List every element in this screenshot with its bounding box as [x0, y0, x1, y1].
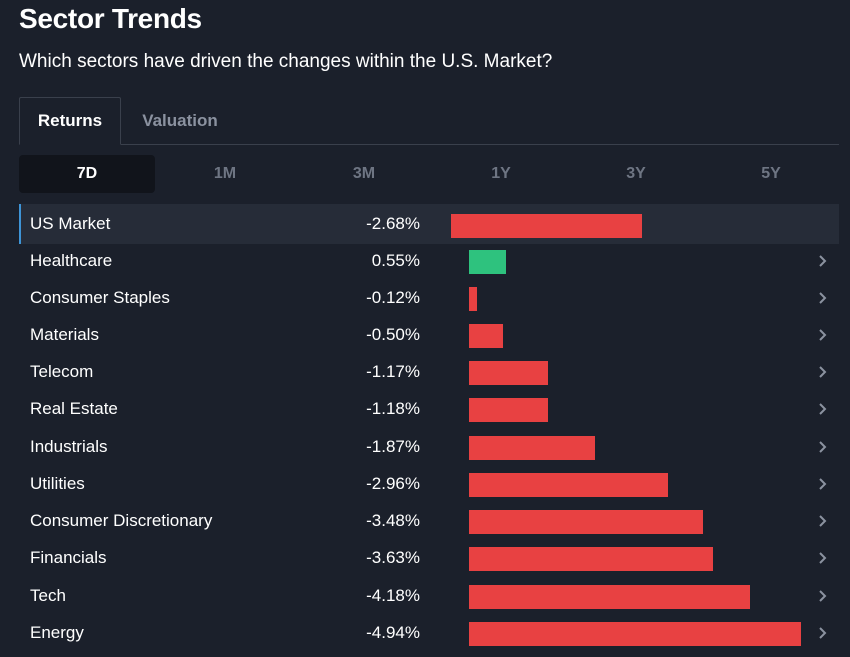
sector-value-label: -2.96%: [366, 474, 420, 493]
sector-row[interactable]: Energy -4.94%: [19, 613, 839, 653]
period-selector: 7D 1M 3M 1Y 3Y 5Y: [19, 155, 839, 193]
page-title: Sector Trends: [19, 3, 202, 34]
market-row[interactable]: US Market -2.68%: [19, 204, 839, 244]
sector-bar: [469, 287, 478, 311]
sector-row[interactable]: Industrials -1.87%: [19, 427, 839, 467]
sector-value-label: -2.68%: [366, 214, 420, 233]
period-3m[interactable]: 3M: [352, 165, 376, 182]
sector-row[interactable]: Consumer Discretionary -3.48%: [19, 501, 839, 541]
chevron-right-icon[interactable]: [817, 550, 829, 566]
sector-label: Materials: [30, 325, 99, 344]
chevron-right-icon[interactable]: [817, 439, 829, 455]
sector-value-label: -0.12%: [366, 288, 420, 307]
sector-row[interactable]: Financials -3.63%: [19, 538, 839, 578]
chevron-right-icon[interactable]: [817, 401, 829, 417]
period-3y[interactable]: 3Y: [626, 165, 646, 182]
sector-bar: [469, 473, 668, 497]
sector-row[interactable]: Utilities -2.96%: [19, 464, 839, 504]
sector-bar: [469, 547, 713, 571]
sector-value-label: -0.50%: [366, 325, 420, 344]
sector-value-label: -3.48%: [366, 511, 420, 530]
sector-value-label: -4.18%: [366, 586, 420, 605]
sector-label: Tech: [30, 586, 66, 605]
sector-label: Energy: [30, 623, 84, 642]
sector-label: Consumer Discretionary: [30, 511, 213, 530]
chevron-right-icon[interactable]: [817, 290, 829, 306]
sector-row[interactable]: Telecom -1.17%: [19, 352, 839, 392]
tab-returns[interactable]: Returns: [19, 97, 121, 145]
sector-bar: [469, 361, 548, 385]
sector-value-label: -1.87%: [366, 437, 420, 456]
sector-label: Industrials: [30, 437, 108, 456]
sector-bar: [469, 436, 595, 460]
chevron-right-icon[interactable]: [817, 625, 829, 641]
period-7d[interactable]: 7D: [19, 155, 155, 193]
view-tabs: Returns Valuation: [19, 97, 839, 145]
sector-bar: [469, 398, 549, 422]
sector-row[interactable]: Healthcare 0.55%: [19, 241, 839, 281]
sector-value-label: -1.17%: [366, 362, 420, 381]
sector-label: Consumer Staples: [30, 288, 170, 307]
sector-label: Financials: [30, 548, 107, 567]
sector-bar: [469, 250, 506, 274]
sector-label: Real Estate: [30, 399, 118, 418]
chevron-right-icon[interactable]: [817, 513, 829, 529]
sector-value-label: 0.55%: [371, 251, 420, 270]
sector-bar: [451, 214, 643, 238]
sector-row[interactable]: Tech -4.18%: [19, 576, 839, 616]
sector-row[interactable]: Materials -0.50%: [19, 315, 839, 355]
chevron-right-icon[interactable]: [817, 253, 829, 269]
sector-row[interactable]: Real Estate -1.18%: [19, 389, 839, 429]
sector-value-label: -1.18%: [366, 399, 420, 418]
sector-bar: [469, 585, 750, 609]
period-5y[interactable]: 5Y: [761, 165, 781, 182]
page-subtitle: Which sectors have driven the changes wi…: [19, 51, 553, 72]
sector-bar: [469, 324, 503, 348]
sector-label: US Market: [30, 214, 111, 233]
sector-row[interactable]: Consumer Staples -0.12%: [19, 278, 839, 318]
period-1m[interactable]: 1M: [213, 165, 237, 182]
sector-bar: [469, 622, 801, 646]
sector-bar: [469, 510, 703, 534]
sector-label: Healthcare: [30, 251, 113, 270]
sector-value-label: -3.63%: [366, 548, 420, 567]
sector-value-label: -4.94%: [366, 623, 420, 642]
chevron-right-icon[interactable]: [817, 364, 829, 380]
sector-label: Telecom: [30, 362, 94, 381]
chevron-right-icon[interactable]: [817, 327, 829, 343]
sector-label: Utilities: [30, 474, 85, 493]
chevron-right-icon[interactable]: [817, 588, 829, 604]
period-1y[interactable]: 1Y: [491, 165, 511, 182]
chevron-right-icon[interactable]: [817, 476, 829, 492]
tab-valuation[interactable]: Valuation: [142, 111, 218, 130]
